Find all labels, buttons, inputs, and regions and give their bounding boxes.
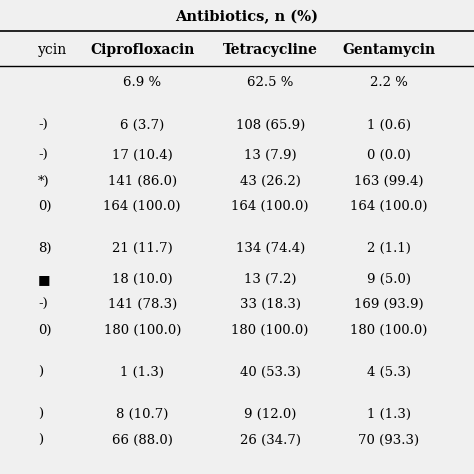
Text: 6 (3.7): 6 (3.7) bbox=[120, 118, 164, 132]
Text: 164 (100.0): 164 (100.0) bbox=[350, 200, 428, 213]
Text: 43 (26.2): 43 (26.2) bbox=[240, 174, 301, 188]
Text: 0 (0.0): 0 (0.0) bbox=[367, 149, 410, 162]
Text: ): ) bbox=[38, 366, 43, 379]
Text: *): *) bbox=[38, 174, 50, 188]
Text: 2 (1.1): 2 (1.1) bbox=[367, 242, 410, 255]
Text: 40 (53.3): 40 (53.3) bbox=[240, 366, 301, 379]
Text: 70 (93.3): 70 (93.3) bbox=[358, 434, 419, 447]
Text: 17 (10.4): 17 (10.4) bbox=[112, 149, 173, 162]
Text: 1 (1.3): 1 (1.3) bbox=[120, 366, 164, 379]
Text: 108 (65.9): 108 (65.9) bbox=[236, 118, 305, 132]
Text: 1 (1.3): 1 (1.3) bbox=[367, 408, 410, 421]
Text: 18 (10.0): 18 (10.0) bbox=[112, 273, 173, 286]
Text: 26 (34.7): 26 (34.7) bbox=[240, 434, 301, 447]
Text: 9 (5.0): 9 (5.0) bbox=[367, 273, 410, 286]
Text: 134 (74.4): 134 (74.4) bbox=[236, 242, 305, 255]
Text: 141 (86.0): 141 (86.0) bbox=[108, 174, 177, 188]
Text: 169 (93.9): 169 (93.9) bbox=[354, 298, 423, 311]
Text: ): ) bbox=[38, 408, 43, 421]
Text: 6.9 %: 6.9 % bbox=[123, 76, 161, 90]
Text: -): -) bbox=[38, 149, 48, 162]
Text: 0): 0) bbox=[38, 324, 51, 337]
Text: 13 (7.2): 13 (7.2) bbox=[244, 273, 296, 286]
Text: 180 (100.0): 180 (100.0) bbox=[103, 324, 181, 337]
Text: Antibiotics, n (%): Antibiotics, n (%) bbox=[175, 9, 318, 24]
Text: 9 (12.0): 9 (12.0) bbox=[244, 408, 296, 421]
Text: 164 (100.0): 164 (100.0) bbox=[231, 200, 309, 213]
Text: Tetracycline: Tetracycline bbox=[223, 43, 318, 57]
Text: -): -) bbox=[38, 298, 48, 311]
Text: 2.2 %: 2.2 % bbox=[370, 76, 408, 90]
Text: 8): 8) bbox=[38, 242, 51, 255]
Text: 0): 0) bbox=[38, 200, 51, 213]
Text: 164 (100.0): 164 (100.0) bbox=[103, 200, 181, 213]
Text: -): -) bbox=[38, 118, 48, 132]
Text: 21 (11.7): 21 (11.7) bbox=[112, 242, 173, 255]
Text: ): ) bbox=[38, 434, 43, 447]
Text: 33 (18.3): 33 (18.3) bbox=[240, 298, 301, 311]
Text: 180 (100.0): 180 (100.0) bbox=[231, 324, 309, 337]
Text: 66 (88.0): 66 (88.0) bbox=[112, 434, 173, 447]
Text: 141 (78.3): 141 (78.3) bbox=[108, 298, 177, 311]
Text: Ciprofloxacin: Ciprofloxacin bbox=[90, 43, 194, 57]
Text: ycin: ycin bbox=[38, 43, 67, 57]
Text: Gentamycin: Gentamycin bbox=[342, 43, 435, 57]
Text: 8 (10.7): 8 (10.7) bbox=[116, 408, 168, 421]
Text: 13 (7.9): 13 (7.9) bbox=[244, 149, 297, 162]
Text: 180 (100.0): 180 (100.0) bbox=[350, 324, 428, 337]
Text: ■: ■ bbox=[38, 273, 50, 286]
Text: 62.5 %: 62.5 % bbox=[247, 76, 293, 90]
Text: 163 (99.4): 163 (99.4) bbox=[354, 174, 423, 188]
Text: 1 (0.6): 1 (0.6) bbox=[367, 118, 410, 132]
Text: 4 (5.3): 4 (5.3) bbox=[367, 366, 410, 379]
